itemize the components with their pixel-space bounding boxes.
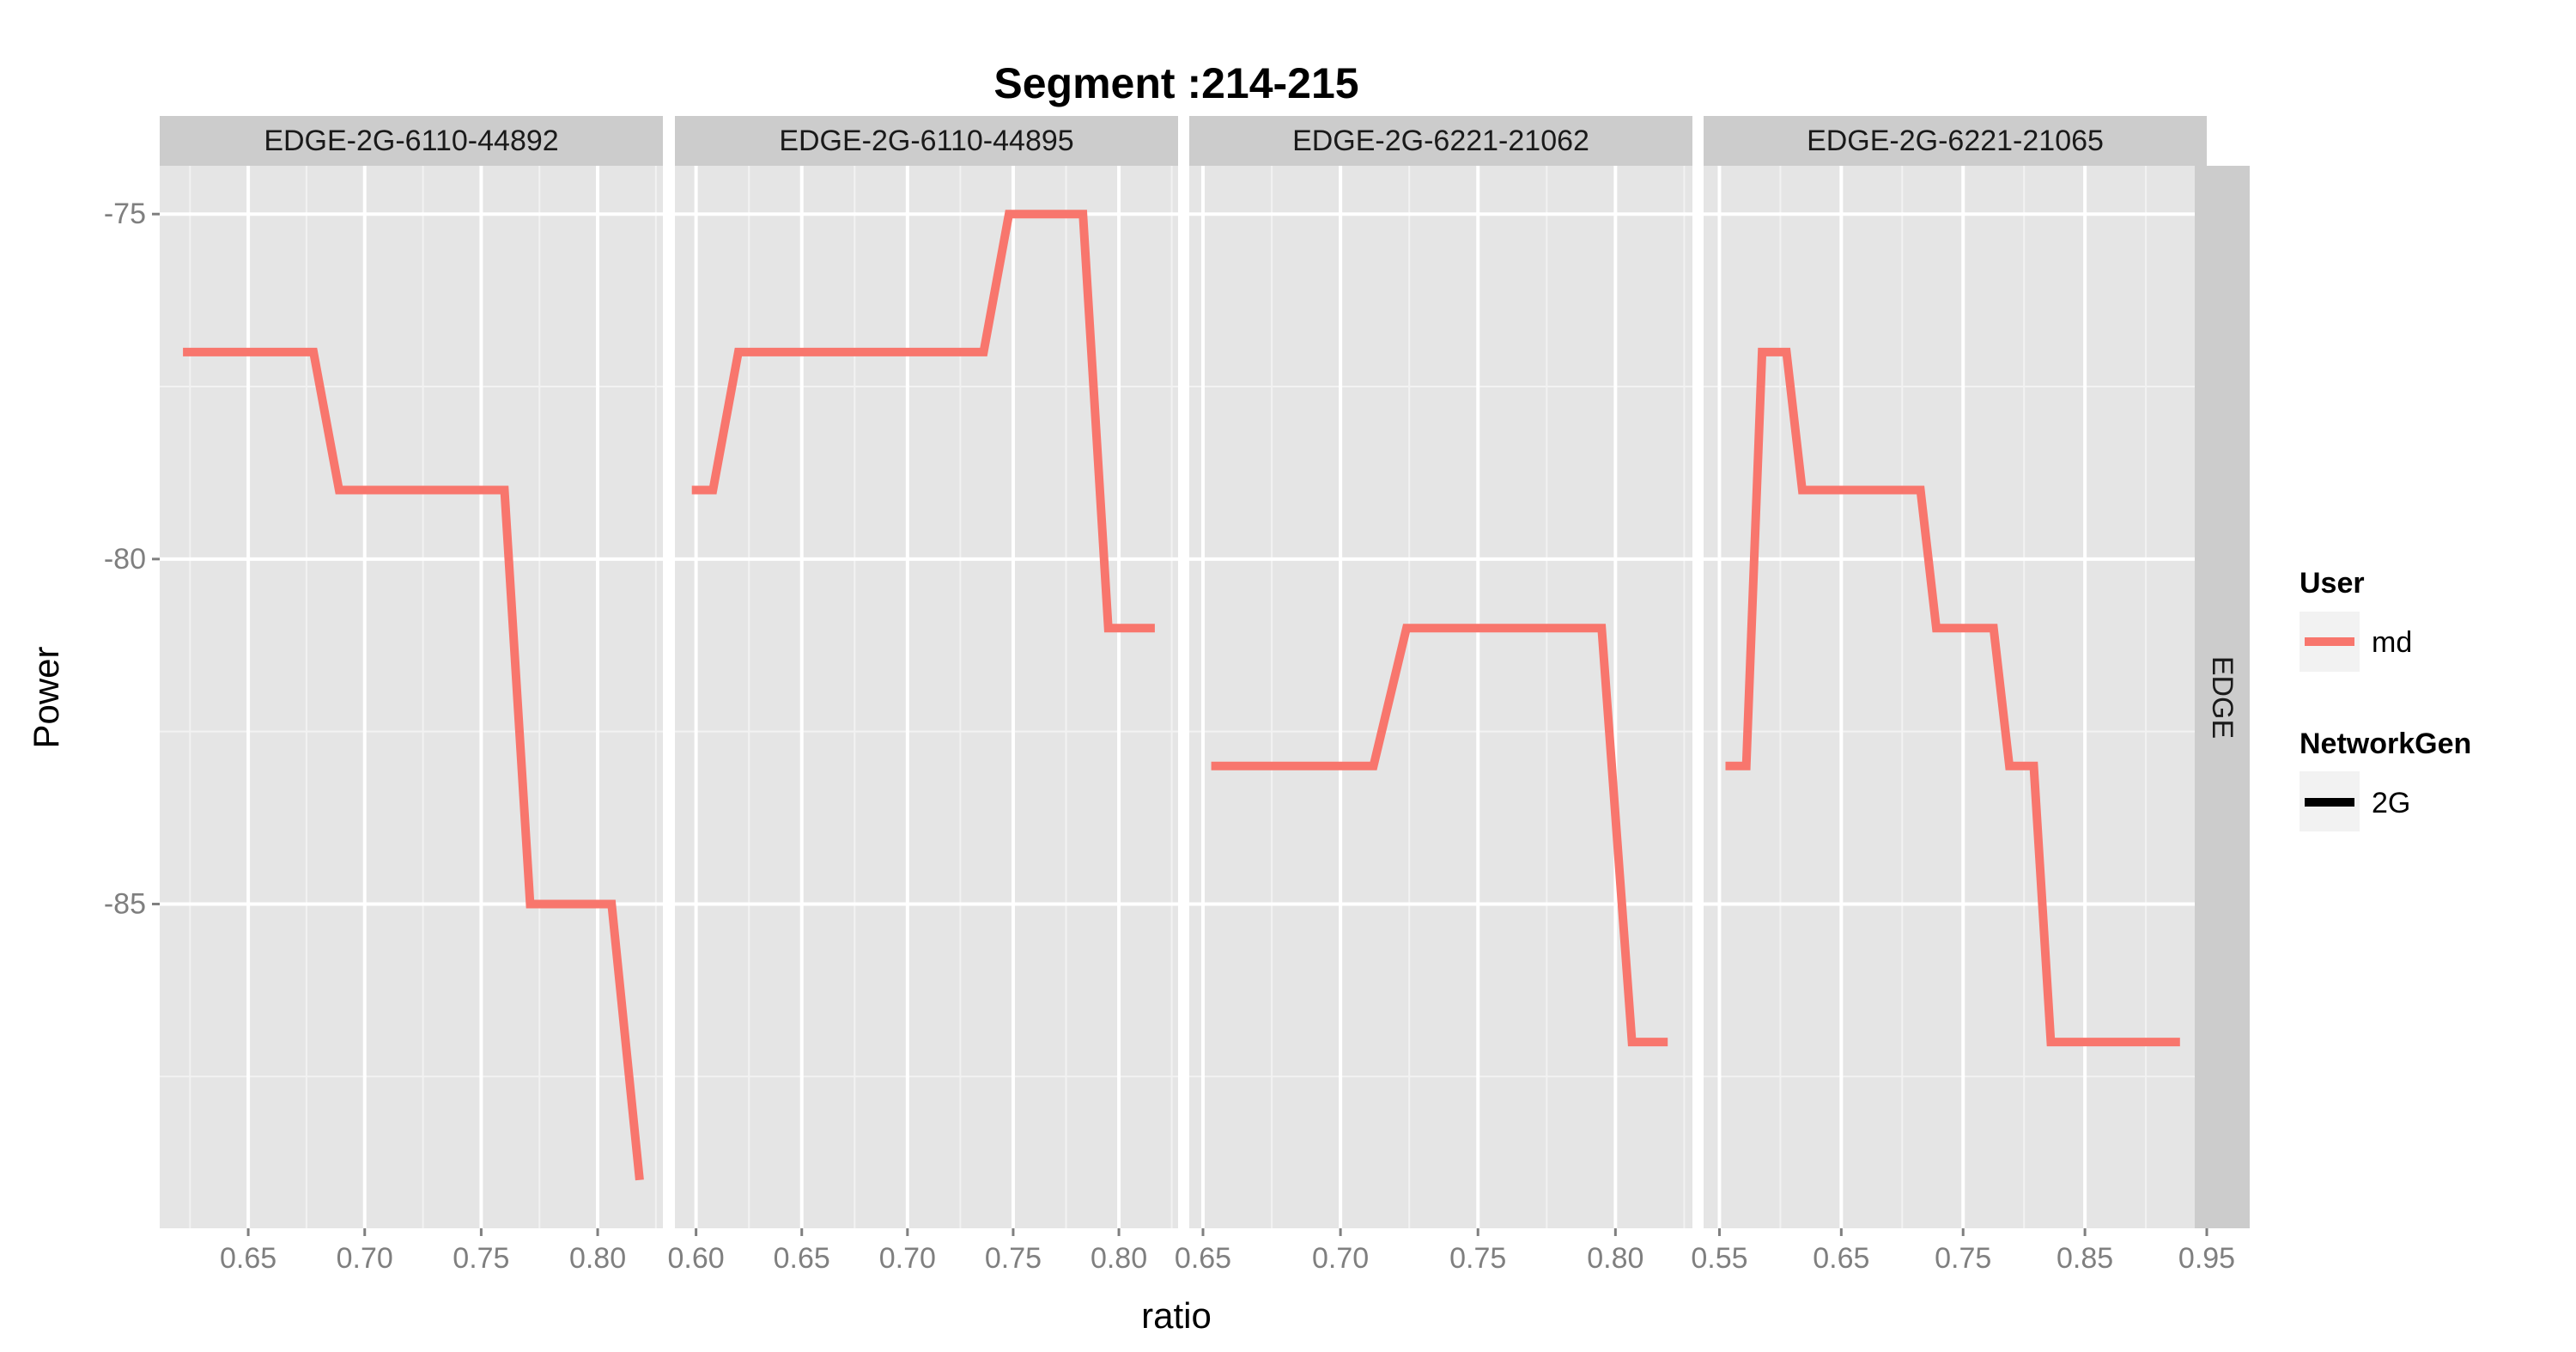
y-tick-label: -80	[104, 543, 146, 576]
x-tick-label: 0.80	[569, 1242, 626, 1275]
facet-strip-label: EDGE-2G-6221-21065	[1807, 125, 2104, 157]
panel-background	[160, 166, 663, 1228]
x-tick-label: 0.70	[1312, 1242, 1369, 1275]
x-tick-label: 0.65	[1813, 1242, 1869, 1275]
y-tick-label: -85	[104, 887, 146, 920]
facet-strip-label: EDGE-2G-6110-44892	[264, 125, 558, 157]
legend-networkgen-title: NetworkGen	[2300, 728, 2471, 760]
facet-panel: EDGE-2G-6110-44895 0.60 0.65 0.70 0.75 0.80	[668, 116, 1178, 1275]
series-line-md	[691, 210, 1155, 633]
facet-strip	[160, 116, 663, 166]
legend: User md NetworkGen 2G	[2300, 567, 2471, 831]
facet-panel: EDGE-2G-6221-21062 0.65 0.70 0.75 0.80	[1175, 116, 1692, 1275]
x-tick-label: 0.75	[985, 1242, 1042, 1275]
facet-panel: EDGE-2G-6110-44892 0.65 0.70 0.75 0.80	[160, 116, 663, 1275]
x-tick-label: 0.65	[1175, 1242, 1231, 1275]
x-tick-label: 0.60	[668, 1242, 725, 1275]
legend-networkgen-label: 2G	[2372, 787, 2410, 819]
x-tick-label: 0.70	[337, 1242, 393, 1275]
x-tick-label: 0.75	[1449, 1242, 1506, 1275]
panel-background	[675, 166, 1178, 1228]
facet-strip	[1704, 116, 2207, 166]
series-line-md	[183, 347, 644, 1181]
legend-user-title: User	[2300, 567, 2365, 600]
series-line-md	[1211, 624, 1668, 1047]
x-tick-label: 0.95	[2178, 1242, 2235, 1275]
row-strip	[2195, 166, 2250, 1228]
x-tick-label: 0.55	[1691, 1242, 1747, 1275]
series-line-md	[1725, 347, 2180, 1047]
x-tick-label: 0.85	[2057, 1242, 2113, 1275]
y-axis-title: Power	[26, 646, 66, 748]
y-axis: -75 -80 -85	[104, 198, 160, 920]
x-tick-label: 0.75	[1935, 1242, 1991, 1275]
y-tick-label: -75	[104, 198, 146, 230]
x-tick-label: 0.65	[220, 1242, 276, 1275]
x-tick-label: 0.70	[879, 1242, 936, 1275]
x-tick-label: 0.80	[1091, 1242, 1147, 1275]
facet-strip	[675, 116, 1178, 166]
facet-panel: EDGE-2G-6221-21065 0.55 0.65 0.75 0.85 0.95	[1691, 116, 2235, 1275]
facet-strip	[1189, 116, 1692, 166]
x-tick-label: 0.75	[453, 1242, 509, 1275]
facet-strip-label: EDGE-2G-6110-44895	[779, 125, 1073, 157]
x-axis-title: ratio	[1141, 1295, 1212, 1336]
legend-user-label: md	[2372, 626, 2412, 659]
facet-strip-label: EDGE-2G-6221-21062	[1292, 125, 1589, 157]
x-tick-label: 0.80	[1587, 1242, 1643, 1275]
row-strip-label: EDGE	[2206, 656, 2239, 739]
panel-background	[1704, 166, 2207, 1228]
chart-title: Segment :214-215	[993, 59, 1358, 107]
x-tick-label: 0.65	[774, 1242, 830, 1275]
